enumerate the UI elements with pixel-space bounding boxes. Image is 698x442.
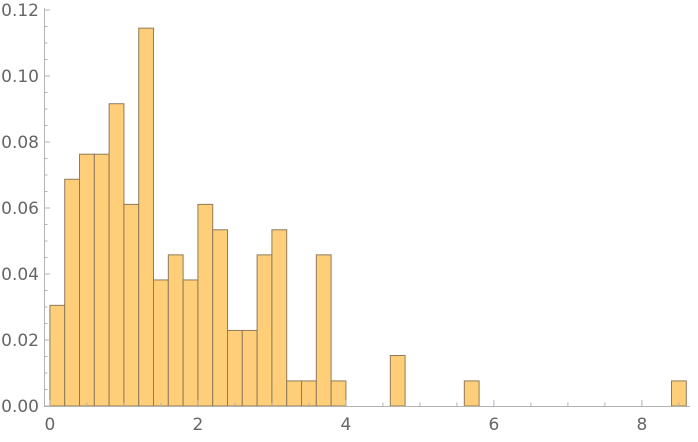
y-tick-label: 0.06 (1, 199, 39, 219)
histogram-bar (79, 153, 95, 407)
histogram-bar (108, 103, 125, 407)
x-tick-label: 2 (193, 415, 204, 435)
histogram-bar (212, 229, 229, 407)
x-tick-label: 8 (636, 415, 647, 435)
histogram-bar (330, 380, 347, 407)
histogram-bar (197, 203, 214, 407)
histogram-bar (167, 254, 184, 407)
histogram-bar (315, 254, 332, 407)
y-tick-label: 0.08 (1, 133, 39, 153)
x-tick-label: 4 (340, 415, 351, 435)
bars-layer (49, 27, 687, 407)
histogram-bar (671, 380, 687, 407)
histogram-bar (286, 380, 303, 407)
histogram-bar (227, 329, 243, 407)
x-tick-label: 6 (488, 415, 499, 435)
histogram-bar (301, 380, 317, 407)
y-tick-label: 0.02 (1, 331, 39, 351)
histogram-bar (389, 355, 406, 407)
histogram-bar (153, 279, 169, 407)
histogram-bar (182, 279, 199, 407)
histogram-bar (123, 203, 140, 407)
x-tick-label: 0 (45, 415, 56, 435)
histogram-bar (256, 254, 273, 407)
histogram-bar (271, 229, 288, 407)
y-tick-label: 0.10 (1, 67, 39, 87)
histogram-bar (49, 304, 66, 407)
y-tick-label: 0.00 (1, 397, 39, 417)
histogram-bar (93, 153, 110, 407)
ticks-layer (44, 9, 680, 407)
histogram-bar (138, 27, 155, 407)
histogram-bar (241, 329, 258, 407)
y-tick-label: 0.12 (1, 1, 39, 21)
histogram-bar (463, 380, 480, 407)
histogram-bar (64, 178, 81, 407)
tick-labels-layer: 0 2 4 6 8 0.00 0.02 0.04 0.06 0.08 0.10 0.12 (1, 1, 647, 435)
y-tick-label: 0.04 (1, 265, 39, 285)
